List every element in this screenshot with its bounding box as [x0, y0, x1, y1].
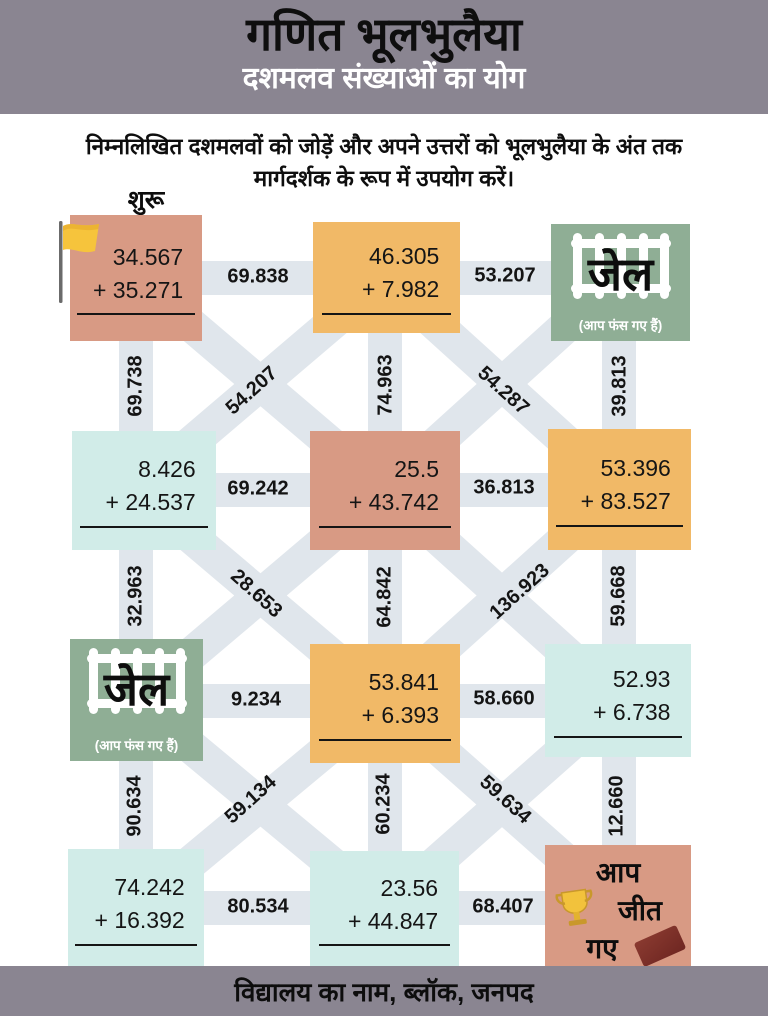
jail-box: जेल (आप फंस गए हैं)	[551, 224, 690, 341]
addition-problem: 52.93 + 6.738	[553, 663, 683, 738]
edge-label: 74.963	[374, 354, 397, 416]
addend-2: + 83.527	[580, 488, 671, 514]
jail-box: जेल (आप फंस गए हैं)	[70, 639, 203, 761]
addition-problem: 8.426 + 24.537	[80, 453, 208, 528]
addend-1: 74.242	[114, 874, 185, 901]
instructions: निम्नलिखित दशमलवों को जोड़ें और अपने उत्…	[0, 131, 768, 194]
addend-1: 23.56	[380, 874, 439, 901]
addend-2: + 16.392	[94, 907, 185, 933]
addend-1: 53.396	[600, 455, 671, 482]
start-label: शुरू	[127, 186, 165, 214]
addend-2: + 7.982	[361, 276, 440, 302]
addend-2: + 35.271	[92, 276, 184, 303]
win-text-line: जीत	[618, 895, 662, 926]
jail-sub-label: (आप फंस गए हैं)	[94, 738, 179, 753]
addition-problem: 74.242 + 16.392	[75, 871, 197, 946]
jail-sub-label: (आप फंस गए हैं)	[578, 318, 663, 333]
problem-box: 46.305 + 7.982	[313, 222, 460, 333]
win-text-line: आप	[595, 857, 641, 888]
jail-label: जेल	[587, 248, 654, 300]
addend-2: + 6.393	[361, 702, 439, 728]
addend-1: 46.305	[369, 243, 440, 270]
trophy-icon	[555, 888, 593, 926]
addition-problem: 46.305 + 7.982	[321, 240, 452, 315]
jail-bars-icon	[86, 648, 187, 714]
start-problem-box: 34.567 + 35.271	[59, 215, 202, 341]
edge-label: 53.207	[474, 264, 536, 287]
edge-label: 59.668	[607, 565, 630, 627]
problem-box: 23.56 + 44.847	[310, 851, 459, 967]
edge-label: 32.963	[124, 565, 147, 627]
header-banner: गणित भूलभुलैया दशमलव संख्याओं का योग	[0, 0, 768, 114]
addition-problem: 23.56 + 44.847	[318, 872, 451, 947]
addition-problem: 34.567 + 35.271	[76, 241, 196, 316]
addend-1: 53.841	[368, 669, 439, 696]
edge-label: 69.242	[227, 477, 289, 500]
problem-box: 74.242 + 16.392	[68, 849, 204, 968]
addition-problem: 53.396 + 83.527	[556, 452, 683, 527]
edge-label: 36.813	[473, 476, 535, 499]
instructions-line-2: मार्गदर्शक के रूप में उपयोग करें।	[253, 165, 515, 191]
addition-problem: 53.841 + 6.393	[319, 666, 451, 741]
addend-2: + 24.537	[105, 489, 196, 515]
edge-label: 90.634	[123, 775, 146, 837]
addend-2: + 6.738	[593, 699, 671, 725]
jail-label: जेल	[103, 663, 170, 715]
page-title: गणित भूलभुलैया	[246, 8, 522, 60]
edge-label: 69.838	[227, 265, 289, 288]
edge-label: 60.234	[372, 773, 395, 835]
jail-bars-icon	[570, 233, 671, 299]
page-subtitle: दशमलव संख्याओं का योग	[242, 61, 526, 95]
edge-label: 9.234	[230, 688, 282, 711]
addition-problem: 25.5 + 43.742	[319, 453, 451, 528]
edge-label: 39.813	[608, 355, 631, 417]
edge-label: 69.738	[124, 355, 147, 417]
footer-text: विद्यालय का नाम, ब्लॉक, जनपद	[234, 977, 534, 1007]
problem-box: 8.426 + 24.537	[72, 431, 216, 550]
problem-box: 53.841 + 6.393	[310, 644, 460, 763]
edge-label: 58.660	[473, 687, 535, 710]
start-flag-icon	[59, 221, 99, 303]
addend-1: 8.426	[138, 456, 196, 483]
edge-label: 64.842	[373, 566, 396, 628]
addend-2: + 44.847	[347, 907, 439, 934]
addend-1: 25.5	[394, 456, 439, 483]
edge-label: 12.660	[605, 775, 628, 837]
win-box: आप जीत गए	[545, 845, 691, 968]
problem-box: 25.5 + 43.742	[310, 431, 460, 550]
edge-label: 68.407	[472, 895, 534, 918]
footer-banner: विद्यालय का नाम, ब्लॉक, जनपद	[0, 966, 768, 1016]
edge-label: 80.534	[227, 895, 289, 918]
problem-box: 52.93 + 6.738	[545, 644, 691, 757]
win-text-line: गए	[586, 933, 618, 964]
problem-box: 53.396 + 83.527	[548, 429, 691, 550]
addend-2: + 43.742	[348, 489, 439, 515]
instructions-line-1: निम्नलिखित दशमलवों को जोड़ें और अपने उत्…	[85, 134, 683, 159]
addend-1: 52.93	[612, 666, 671, 693]
addend-1: 34.567	[112, 243, 184, 270]
